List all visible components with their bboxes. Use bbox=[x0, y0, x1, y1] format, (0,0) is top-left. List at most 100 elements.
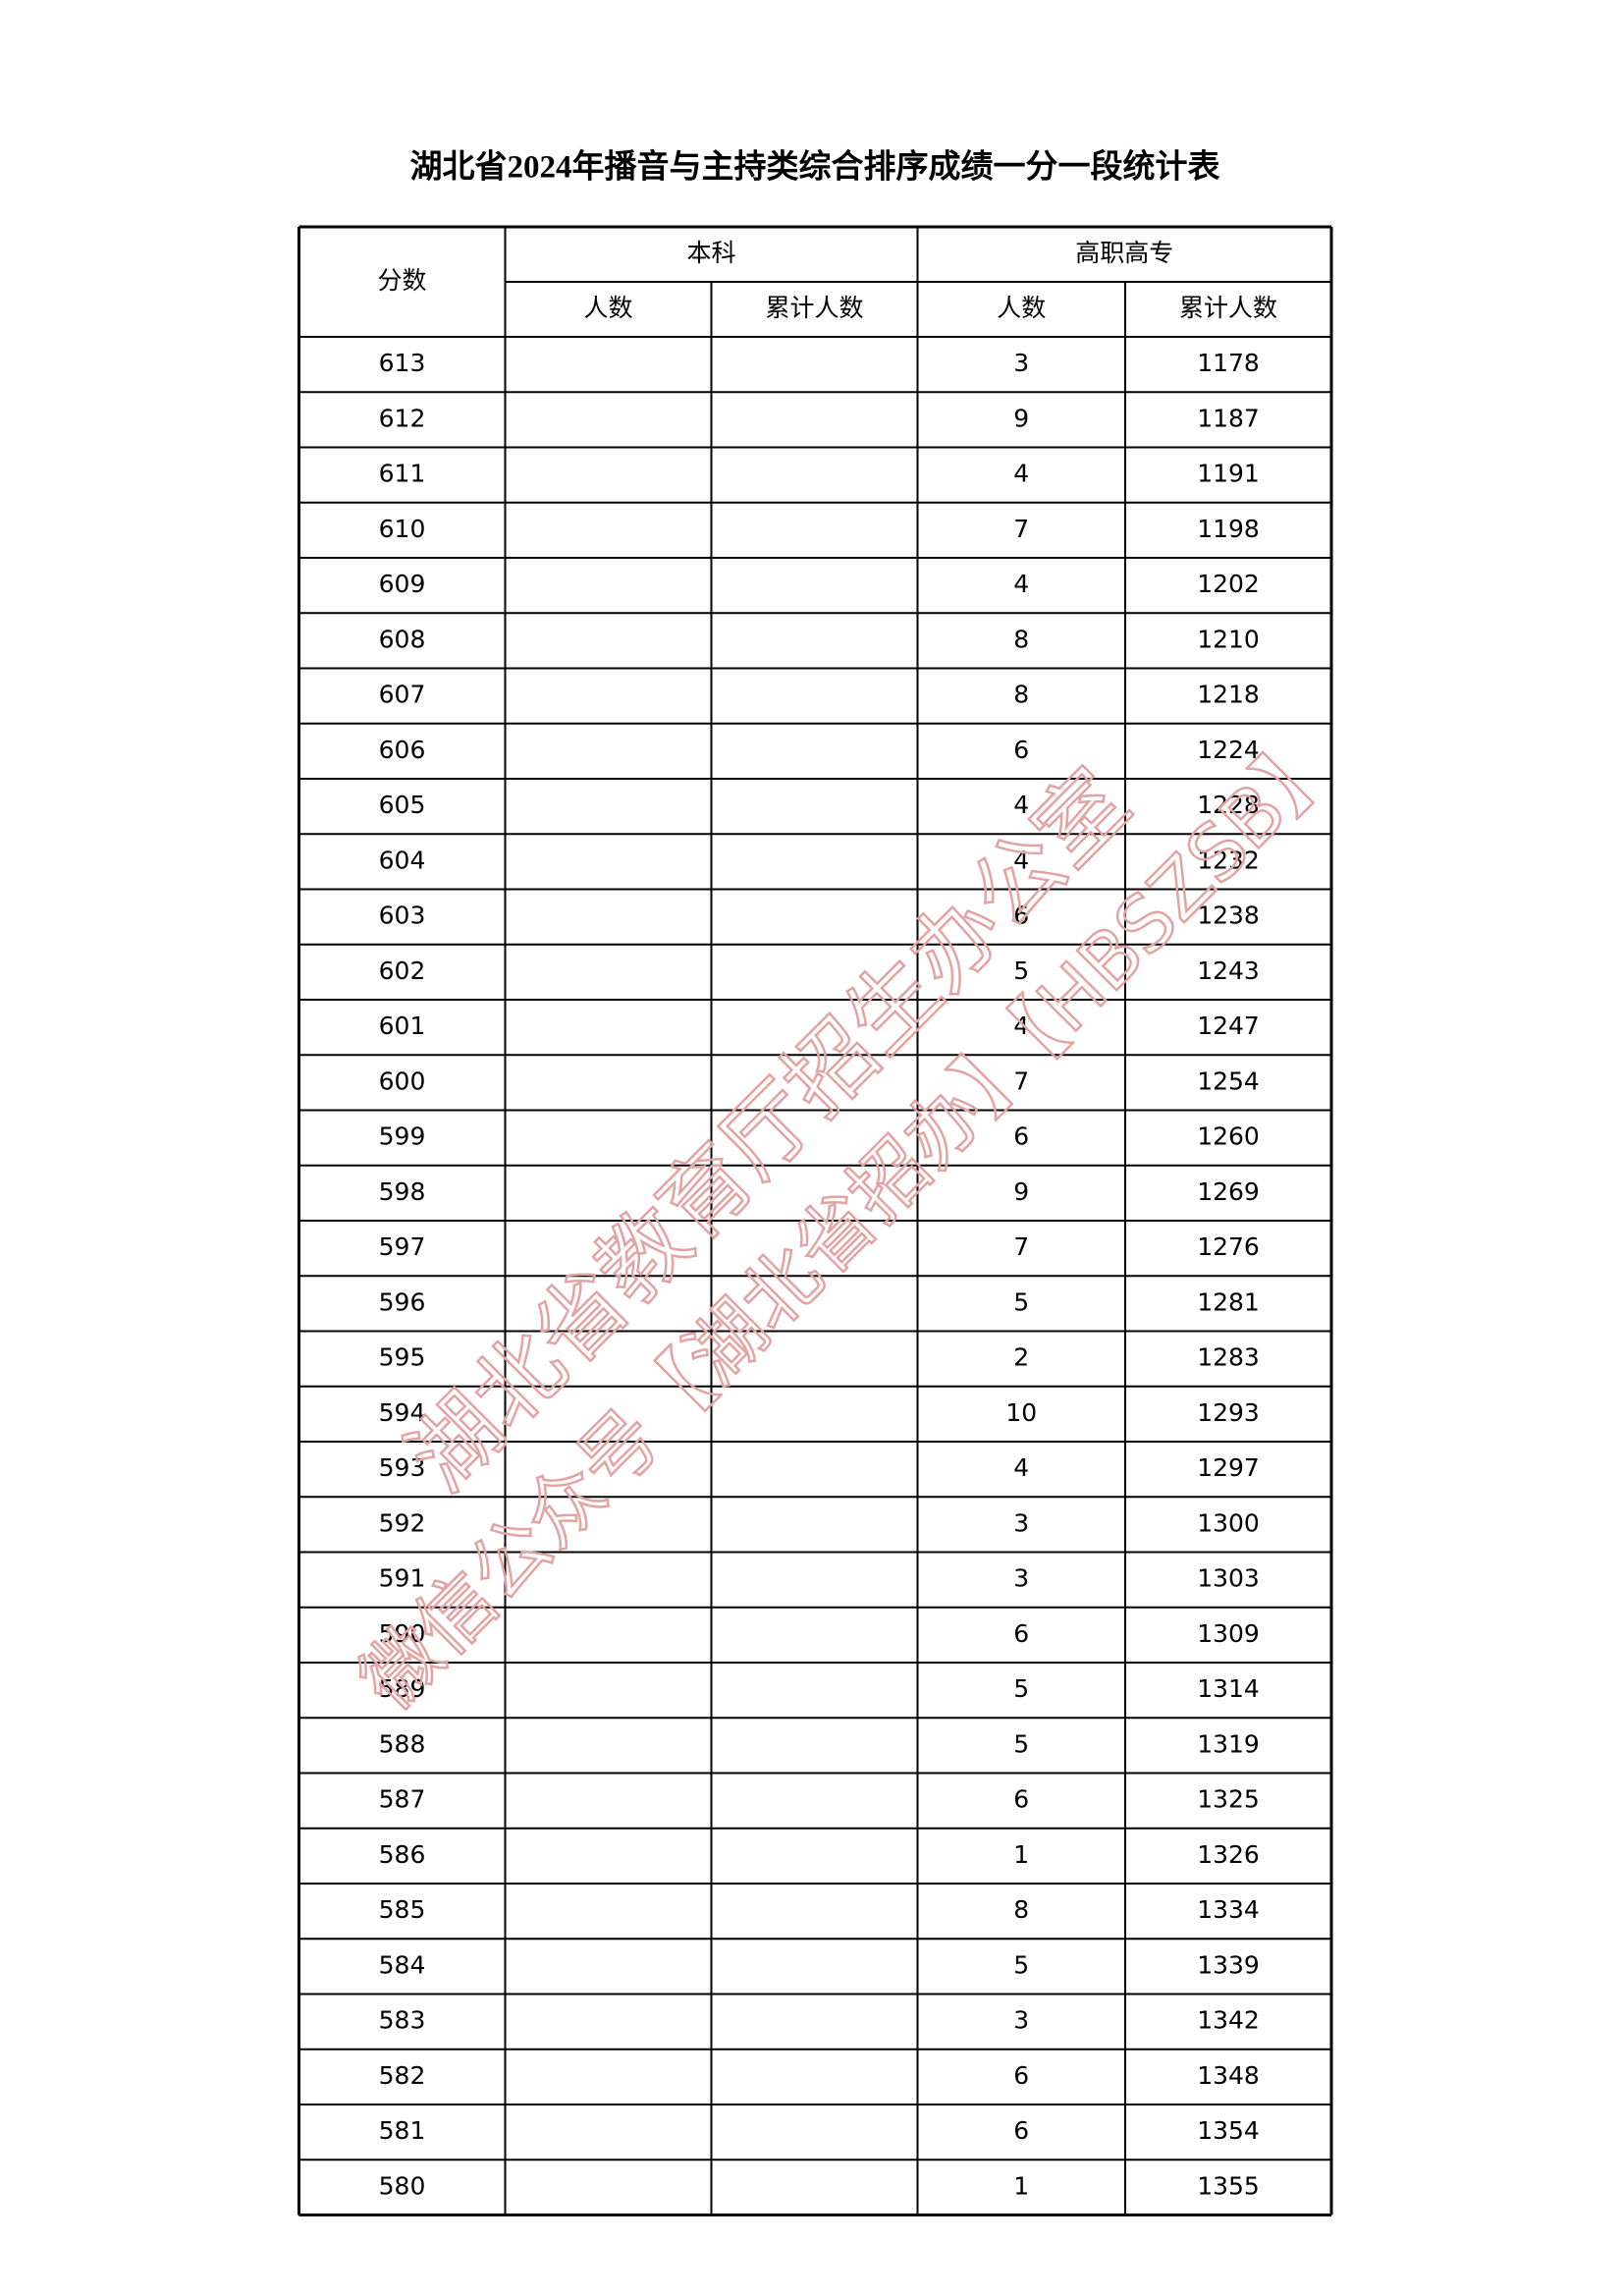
header-cell: 人数 bbox=[997, 294, 1046, 322]
table-cell: 605 bbox=[379, 791, 426, 819]
table-cell: 5 bbox=[1013, 1674, 1029, 1703]
table-cell: 6 bbox=[1013, 1122, 1029, 1151]
table-cell: 1300 bbox=[1197, 1508, 1260, 1537]
table-cell: 2 bbox=[1013, 1343, 1029, 1372]
table-cell: 3 bbox=[1013, 1564, 1029, 1593]
table-cell: 1348 bbox=[1197, 2061, 1260, 2090]
table-cell: 4 bbox=[1013, 846, 1029, 874]
watermark: 湖北省教育厅招生办公室 bbox=[389, 750, 1149, 1510]
table-cell: 598 bbox=[379, 1177, 426, 1206]
table-cell: 5 bbox=[1013, 1729, 1029, 1758]
table-cell: 584 bbox=[379, 1950, 426, 1979]
table-cell: 595 bbox=[379, 1343, 426, 1372]
table-cell: 1339 bbox=[1197, 1950, 1260, 1979]
table-cell: 1354 bbox=[1197, 2116, 1260, 2145]
table-cell: 9 bbox=[1013, 404, 1029, 432]
table-cell: 3 bbox=[1013, 349, 1029, 377]
table-cell: 585 bbox=[379, 1895, 426, 1924]
table-cell: 7 bbox=[1013, 1066, 1029, 1095]
table-cell: 1293 bbox=[1197, 1398, 1260, 1427]
table-cell: 4 bbox=[1013, 1011, 1029, 1040]
table-cell: 592 bbox=[379, 1508, 426, 1537]
table-cell: 4 bbox=[1013, 791, 1029, 819]
table-cell: 599 bbox=[379, 1122, 426, 1151]
table-cell: 8 bbox=[1013, 625, 1029, 653]
table-cell: 594 bbox=[379, 1398, 426, 1427]
header-cell: 分数 bbox=[377, 266, 426, 295]
table-cell: 593 bbox=[379, 1453, 426, 1482]
header-cell: 本科 bbox=[686, 239, 735, 267]
table-cell: 591 bbox=[379, 1564, 426, 1593]
table-cell: 6 bbox=[1013, 2116, 1029, 2145]
table-cell: 597 bbox=[379, 1232, 426, 1261]
table-cell: 7 bbox=[1013, 515, 1029, 543]
table-cell: 1247 bbox=[1197, 1011, 1260, 1040]
table-cell: 1 bbox=[1013, 2171, 1029, 2200]
table-cell: 5 bbox=[1013, 1950, 1029, 1979]
table-cell: 600 bbox=[379, 1066, 426, 1095]
table-cell: 1334 bbox=[1197, 1895, 1260, 1924]
table-cell: 602 bbox=[379, 957, 426, 985]
table-cell: 611 bbox=[379, 460, 426, 488]
table-cell: 1325 bbox=[1197, 1785, 1260, 1814]
table-cell: 1232 bbox=[1197, 846, 1260, 874]
table-cell: 582 bbox=[379, 2061, 426, 2090]
table-cell: 1228 bbox=[1197, 791, 1260, 819]
table-cell: 609 bbox=[379, 570, 426, 598]
table-cell: 7 bbox=[1013, 1232, 1029, 1261]
table-cell: 1260 bbox=[1197, 1122, 1260, 1151]
table-cell: 6 bbox=[1013, 1619, 1029, 1648]
table-cell: 1342 bbox=[1197, 2006, 1260, 2035]
table-cell: 1276 bbox=[1197, 1232, 1260, 1261]
table-cell: 588 bbox=[379, 1729, 426, 1758]
table-cell: 8 bbox=[1013, 681, 1029, 709]
title: 湖北省2024年播音与主持类综合排序成绩一分一段统计表 bbox=[410, 148, 1220, 186]
table-cell: 613 bbox=[379, 349, 426, 377]
table-cell: 1254 bbox=[1197, 1066, 1260, 1095]
table-cell: 1218 bbox=[1197, 681, 1260, 709]
table-cell: 589 bbox=[379, 1674, 426, 1703]
table-cell: 1243 bbox=[1197, 957, 1260, 985]
table-cell: 581 bbox=[379, 2116, 426, 2145]
table-cell: 1326 bbox=[1197, 1840, 1260, 1869]
table-cell: 607 bbox=[379, 681, 426, 709]
table-cell: 1202 bbox=[1197, 570, 1260, 598]
table-cell: 4 bbox=[1013, 570, 1029, 598]
table-cell: 1297 bbox=[1197, 1453, 1260, 1482]
table-cell: 1283 bbox=[1197, 1343, 1260, 1372]
table-cell: 1210 bbox=[1197, 625, 1260, 653]
table-cell: 6 bbox=[1013, 902, 1029, 930]
table-cell: 4 bbox=[1013, 460, 1029, 488]
table-cell: 1224 bbox=[1197, 736, 1260, 764]
table-cell: 1281 bbox=[1197, 1287, 1260, 1316]
header-cell: 高职高专 bbox=[1075, 239, 1173, 267]
table-cell: 8 bbox=[1013, 1895, 1029, 1924]
table-cell: 6 bbox=[1013, 2061, 1029, 2090]
table-cell: 586 bbox=[379, 1840, 426, 1869]
header-cell: 人数 bbox=[583, 294, 632, 322]
table-cell: 606 bbox=[379, 736, 426, 764]
table-cell: 1238 bbox=[1197, 902, 1260, 930]
table-cell: 1269 bbox=[1197, 1177, 1260, 1206]
table-cell: 6 bbox=[1013, 736, 1029, 764]
table-cell: 1198 bbox=[1197, 515, 1260, 543]
table-cell: 610 bbox=[379, 515, 426, 543]
table-cell: 1191 bbox=[1197, 460, 1260, 488]
table-cell: 1319 bbox=[1197, 1729, 1260, 1758]
table-cell: 3 bbox=[1013, 2006, 1029, 2035]
table-cell: 590 bbox=[379, 1619, 426, 1648]
table-cell: 10 bbox=[1005, 1398, 1037, 1427]
table-cell: 608 bbox=[379, 625, 426, 653]
table-cell: 4 bbox=[1013, 1453, 1029, 1482]
table-cell: 1314 bbox=[1197, 1674, 1260, 1703]
table-cell: 6 bbox=[1013, 1785, 1029, 1814]
table-cell: 5 bbox=[1013, 1287, 1029, 1316]
table-cell: 1 bbox=[1013, 1840, 1029, 1869]
table-cell: 603 bbox=[379, 902, 426, 930]
table-cell: 1178 bbox=[1197, 349, 1260, 377]
table-cell: 601 bbox=[379, 1011, 426, 1040]
header-cell: 累计人数 bbox=[765, 294, 863, 322]
table-cell: 9 bbox=[1013, 1177, 1029, 1206]
